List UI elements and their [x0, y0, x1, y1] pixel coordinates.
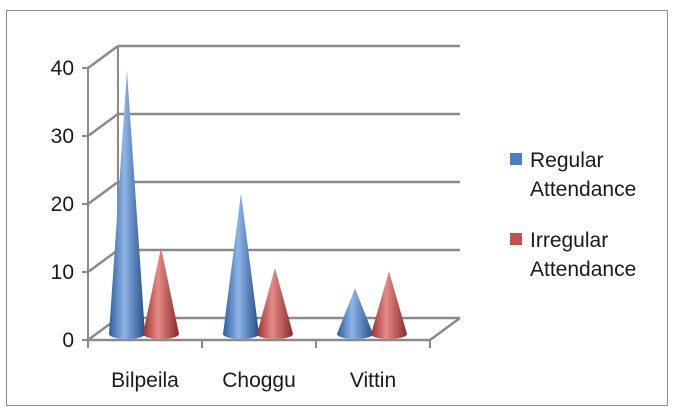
- legend-label-irregular-attendance: Irregular Attendance: [530, 229, 637, 281]
- cone-body-irregular-attendance-bilpeila: [143, 247, 179, 339]
- legend-item-irregular-attendance: Irregular Attendance: [510, 226, 670, 284]
- legend-swatch-irregular-attendance: [510, 233, 522, 245]
- gridline-depth-30: [87, 112, 119, 138]
- x-tick-label-vittin: Vittin: [350, 369, 396, 392]
- x-tick-label-bilpeila: Bilpeila: [111, 369, 179, 392]
- cone-body-regular-attendance-bilpeila: [109, 70, 145, 339]
- cone-regular-attendance-vittin: [337, 288, 373, 339]
- cone-regular-attendance-choggu: [223, 193, 259, 339]
- cone-irregular-attendance-choggu: [257, 268, 293, 339]
- legend-label-regular-attendance: Regular Attendance: [530, 149, 637, 201]
- legend-swatch-regular-attendance: [510, 153, 522, 165]
- gridline-depth-20: [87, 180, 119, 206]
- y-tick-label-0: 0: [62, 329, 74, 352]
- gridline-depth-10: [87, 248, 119, 274]
- y-tick-label-10: 10: [51, 261, 74, 284]
- cone-body-irregular-attendance-vittin: [371, 271, 407, 339]
- cone-body-regular-attendance-vittin: [337, 288, 373, 339]
- y-tick-label-20: 20: [51, 193, 74, 216]
- cone-irregular-attendance-bilpeila: [143, 247, 179, 339]
- chart-legend: Regular Attendance Irregular Attendance: [510, 146, 670, 306]
- gridline-depth-40: [87, 44, 119, 70]
- cone-body-regular-attendance-choggu: [223, 193, 259, 339]
- floor-right-edge: [429, 316, 461, 342]
- cone-irregular-attendance-vittin: [371, 271, 407, 339]
- y-tick-label-40: 40: [51, 57, 74, 80]
- y-tick-label-30: 30: [51, 125, 74, 148]
- cone-regular-attendance-bilpeila: [109, 70, 145, 339]
- cone-body-irregular-attendance-choggu: [257, 268, 293, 339]
- x-tick-label-choggu: Choggu: [222, 369, 296, 392]
- legend-item-regular-attendance: Regular Attendance: [510, 146, 670, 204]
